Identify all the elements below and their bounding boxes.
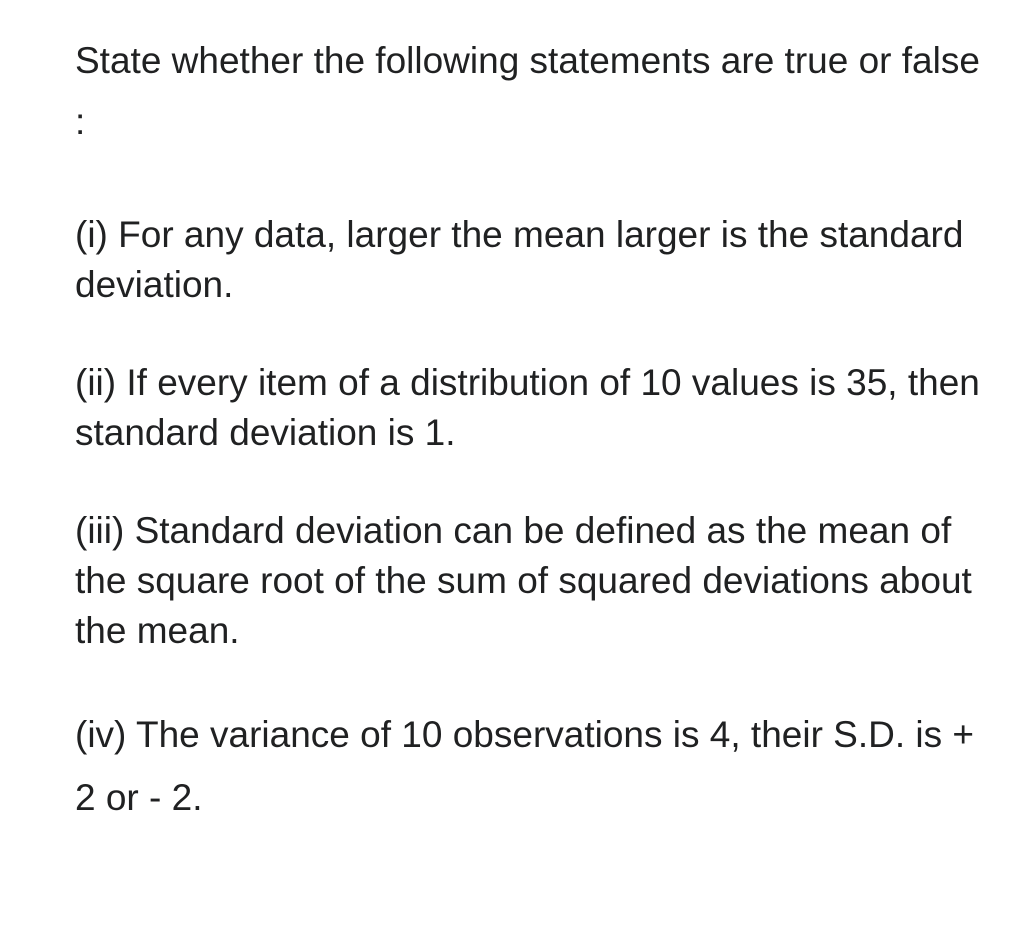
intro-text: State whether the following statements a… xyxy=(75,30,990,152)
statement-3: (iii) Standard deviation can be defined … xyxy=(75,506,990,656)
statement-1: (i) For any data, larger the mean larger… xyxy=(75,210,990,310)
document-content: State whether the following statements a… xyxy=(75,30,990,829)
statement-4: (iv) The variance of 10 observations is … xyxy=(75,704,990,830)
statement-2: (ii) If every item of a distribution of … xyxy=(75,358,990,458)
